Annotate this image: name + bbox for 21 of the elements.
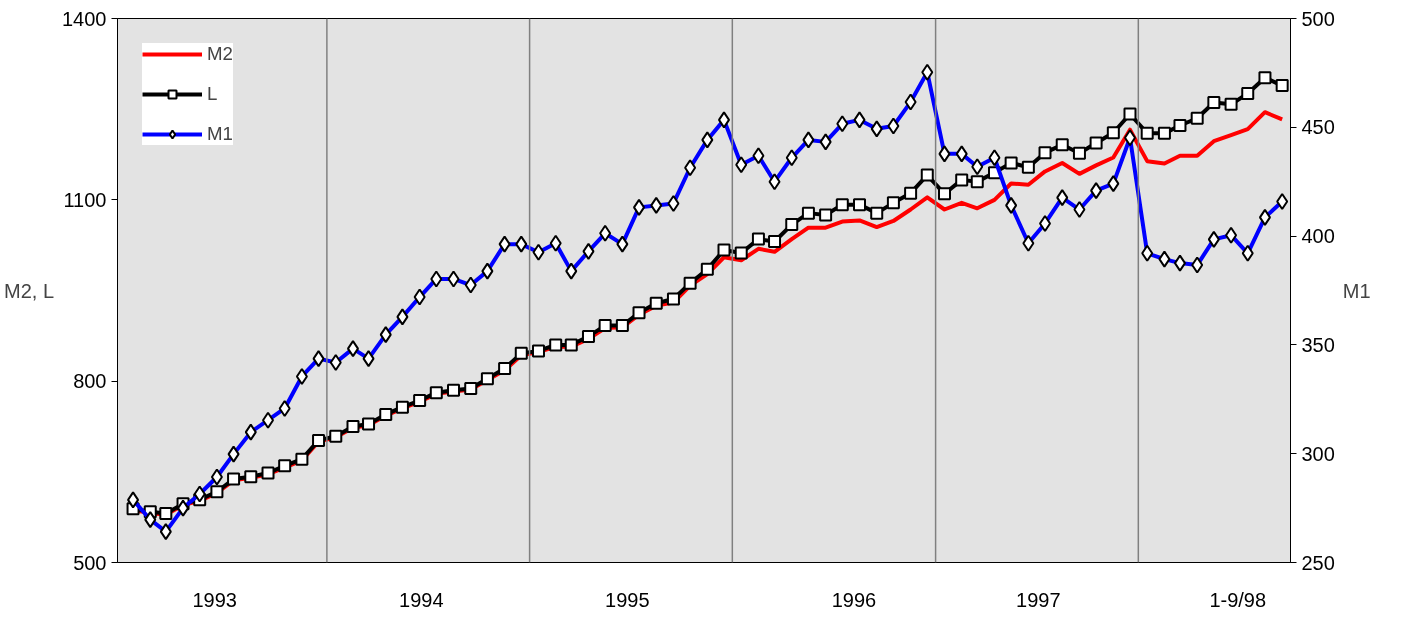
y2-tick-label: 500 xyxy=(1301,7,1335,30)
y-tick-label: 1100 xyxy=(63,188,107,211)
y2-tick-label: 350 xyxy=(1301,333,1335,356)
legend-label: L xyxy=(207,83,219,105)
y2-tick-label: 250 xyxy=(1301,551,1335,574)
y-tick-label: 1400 xyxy=(62,7,107,30)
y2-tick-label: 450 xyxy=(1301,116,1335,139)
y-tick-label: 500 xyxy=(73,551,107,574)
y2-tick-label: 300 xyxy=(1301,442,1335,465)
y2-axis-title: M1 xyxy=(1342,279,1371,302)
x-tick-label: 1994 xyxy=(399,588,444,611)
legend-label: M2 xyxy=(207,43,233,65)
x-tick-label: 1-9/98 xyxy=(1209,588,1267,611)
x-tick-label: 1997 xyxy=(1016,588,1061,611)
y-axis-title: M2, L xyxy=(3,279,55,302)
x-tick-label: 1993 xyxy=(192,588,237,611)
y-tick-label: 800 xyxy=(73,370,107,393)
x-tick-label: 1995 xyxy=(605,588,650,611)
x-tick-label: 1996 xyxy=(831,588,877,611)
y2-tick-label: 400 xyxy=(1301,225,1335,248)
legend-label: M1 xyxy=(207,123,233,145)
